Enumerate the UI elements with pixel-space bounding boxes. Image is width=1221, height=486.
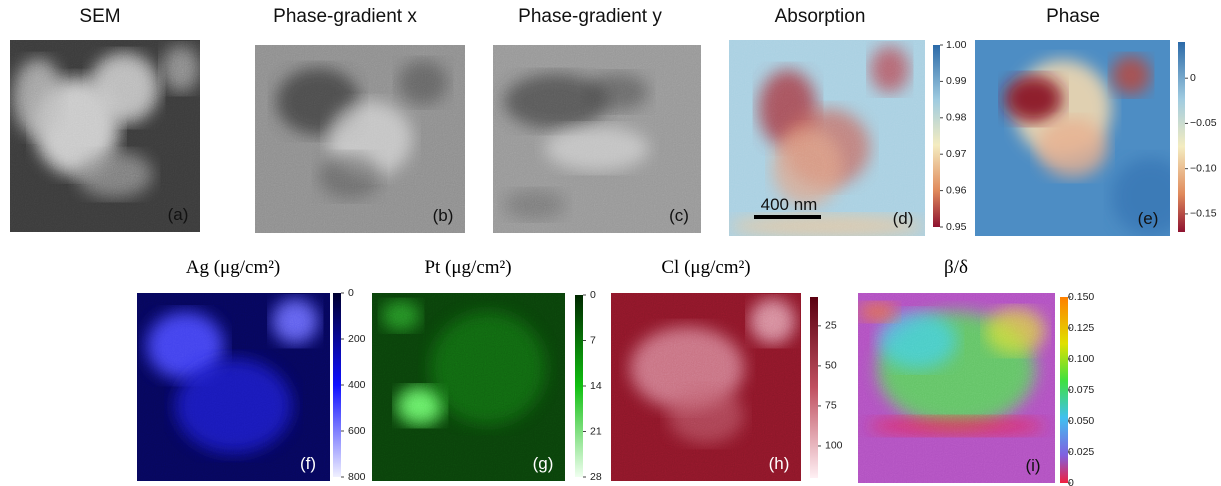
colorbar bbox=[1178, 42, 1185, 232]
panel: Phase-gradient y (c) bbox=[493, 6, 701, 233]
colorbar-tick-label: 0.98 bbox=[946, 112, 967, 124]
colorbar-tick-label: 0.97 bbox=[946, 148, 967, 160]
colorbar-tick-label: 400 bbox=[348, 379, 366, 391]
panel-title: SEM bbox=[79, 6, 120, 27]
colorbar-tick-label: 0.075 bbox=[1068, 384, 1094, 396]
colorbar-tick-label: 0.96 bbox=[946, 184, 967, 196]
image-feature bbox=[1004, 75, 1063, 122]
panel-title: Phase-gradient y bbox=[518, 6, 662, 27]
panel-label: (g) bbox=[533, 454, 554, 473]
panel: SEM (a) bbox=[10, 6, 200, 232]
image-noise bbox=[137, 293, 330, 481]
panel-label: (h) bbox=[769, 454, 790, 473]
colorbar-tick-label: 1.00 bbox=[946, 39, 967, 51]
panel-image bbox=[858, 293, 1055, 483]
colorbar-tick-label: 0.100 bbox=[1068, 353, 1094, 365]
image-noise bbox=[255, 45, 465, 233]
colorbar bbox=[1060, 297, 1068, 483]
panel-title: Absorption bbox=[775, 6, 866, 27]
panel-title: Pt (μg/cm²) bbox=[424, 257, 511, 278]
panel-label: (e) bbox=[1138, 209, 1159, 228]
colorbar-tick-label: 0.95 bbox=[946, 221, 967, 233]
colorbar bbox=[575, 295, 583, 477]
panel-image bbox=[137, 293, 330, 481]
colorbar-tick-label: 75 bbox=[825, 400, 837, 412]
image-feature bbox=[1112, 56, 1151, 95]
panel: Pt (μg/cm²) (g) 0 7 14 21 28 bbox=[372, 257, 602, 483]
colorbar bbox=[933, 45, 940, 227]
panel-title: β/δ bbox=[944, 257, 968, 278]
colorbar-tick-label: 0.025 bbox=[1068, 446, 1094, 458]
colorbar bbox=[333, 293, 341, 477]
panel-image bbox=[493, 45, 701, 233]
panel-image bbox=[255, 45, 465, 233]
panel-label: (c) bbox=[669, 206, 689, 225]
image-noise bbox=[611, 293, 801, 481]
colorbar-tick-label: 21 bbox=[590, 425, 602, 437]
colorbar-tick-label: 600 bbox=[348, 425, 366, 437]
panel-label: (f) bbox=[300, 454, 316, 473]
panel: Cl (μg/cm²) (h) 25 50 75 100 bbox=[611, 257, 843, 481]
colorbar-tick-label: 0.99 bbox=[946, 75, 967, 87]
panel-image bbox=[10, 40, 200, 232]
colorbar-tick-label: 200 bbox=[348, 333, 366, 345]
colorbar-tick-label: 7 bbox=[590, 334, 596, 346]
panel-image bbox=[975, 40, 1190, 236]
colorbar-tick-label: 25 bbox=[825, 320, 837, 332]
panel-title: Phase-gradient x bbox=[273, 6, 417, 27]
colorbar-tick-label: 14 bbox=[590, 380, 602, 392]
colorbar-tick-label: 0 bbox=[1190, 72, 1196, 84]
panel-title: Ag (μg/cm²) bbox=[186, 257, 281, 278]
colorbar-tick-label: 800 bbox=[348, 471, 366, 483]
image-noise bbox=[372, 293, 565, 481]
panel-label: (b) bbox=[433, 206, 454, 225]
panel: Ag (μg/cm²) (f) 0 200 400 600 800 bbox=[137, 257, 366, 483]
colorbar-tick-label: 0.150 bbox=[1068, 291, 1094, 303]
figure: SEM(a)Phase-gradient x(b)Phase-gradient … bbox=[0, 0, 1221, 486]
colorbar-tick-label: 0.125 bbox=[1068, 322, 1094, 334]
image-noise bbox=[493, 45, 701, 233]
panel-title: Phase bbox=[1046, 6, 1100, 27]
colorbar-tick-label: 50 bbox=[825, 360, 837, 372]
panel-image bbox=[611, 293, 801, 481]
panel: β/δ (i) 0.150 0.125 0.100 0.075 0.050 0.025 0 bbox=[858, 257, 1094, 486]
colorbar-tick-label: −0.15 bbox=[1190, 208, 1217, 220]
colorbar-tick-label: 0.050 bbox=[1068, 415, 1094, 427]
colorbar-tick-label: 0 bbox=[590, 289, 596, 301]
scale-bar-label: 400 nm bbox=[761, 195, 818, 214]
colorbar-tick-label: −0.10 bbox=[1190, 162, 1217, 174]
panel: Phase (e) 0 −0.05 −0.10 −0.15 bbox=[975, 6, 1217, 236]
panel-label: (i) bbox=[1025, 456, 1040, 475]
colorbar bbox=[810, 297, 818, 478]
image-noise bbox=[858, 293, 1055, 483]
panel-label: (a) bbox=[168, 205, 189, 224]
panel-label: (d) bbox=[893, 209, 914, 228]
colorbar-tick-label: 28 bbox=[590, 471, 602, 483]
panel-title: Cl (μg/cm²) bbox=[661, 257, 750, 278]
panel: Absorption (d) 400 nm 1.00 0.99 0.98 0.97 0.96 0… bbox=[729, 6, 967, 238]
image-noise bbox=[10, 40, 200, 232]
image-feature bbox=[1037, 118, 1107, 177]
colorbar-tick-label: 100 bbox=[825, 440, 843, 452]
panel-image bbox=[372, 293, 565, 481]
panel: Phase-gradient x (b) bbox=[255, 6, 465, 233]
colorbar-tick-label: −0.05 bbox=[1190, 117, 1217, 129]
image-noise bbox=[729, 40, 925, 236]
colorbar-tick-label: 0 bbox=[348, 287, 354, 299]
colorbar-tick-label: 0 bbox=[1068, 477, 1074, 486]
